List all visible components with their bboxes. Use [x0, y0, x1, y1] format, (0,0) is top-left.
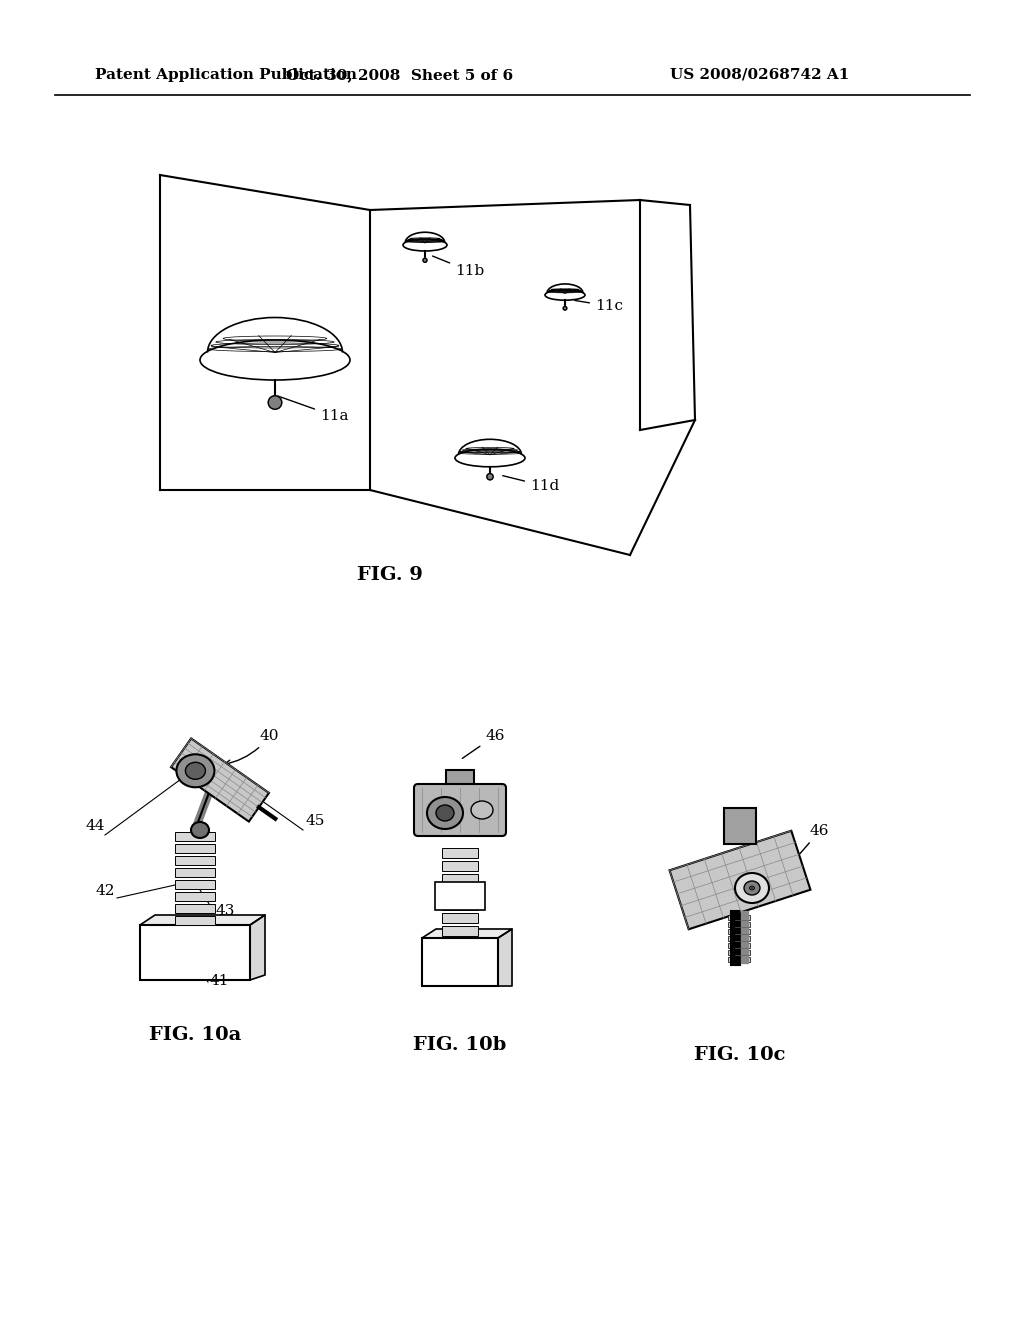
Text: FIG. 9: FIG. 9 [357, 566, 423, 583]
Polygon shape [422, 929, 512, 939]
FancyBboxPatch shape [175, 855, 215, 865]
Ellipse shape [563, 306, 567, 310]
FancyBboxPatch shape [435, 882, 485, 909]
FancyBboxPatch shape [442, 927, 478, 936]
FancyBboxPatch shape [728, 929, 750, 935]
Text: 42: 42 [95, 884, 115, 898]
FancyBboxPatch shape [446, 770, 474, 810]
FancyBboxPatch shape [175, 843, 215, 853]
FancyBboxPatch shape [140, 925, 250, 979]
Polygon shape [140, 915, 265, 925]
Ellipse shape [486, 474, 494, 480]
Ellipse shape [545, 290, 585, 300]
Ellipse shape [200, 341, 350, 380]
FancyBboxPatch shape [175, 892, 215, 902]
FancyBboxPatch shape [414, 784, 506, 836]
Ellipse shape [744, 880, 760, 895]
Text: 11b: 11b [432, 256, 484, 279]
Ellipse shape [176, 754, 214, 787]
Text: 44: 44 [85, 818, 104, 833]
Polygon shape [250, 915, 265, 979]
FancyBboxPatch shape [728, 957, 750, 962]
Text: FIG. 10c: FIG. 10c [694, 1045, 785, 1064]
FancyBboxPatch shape [728, 921, 750, 927]
Ellipse shape [455, 449, 525, 467]
FancyBboxPatch shape [175, 916, 215, 925]
Polygon shape [498, 929, 512, 986]
FancyBboxPatch shape [175, 869, 215, 876]
FancyBboxPatch shape [442, 874, 478, 884]
FancyBboxPatch shape [175, 880, 215, 888]
FancyBboxPatch shape [728, 942, 750, 948]
Text: Patent Application Publication: Patent Application Publication [95, 69, 357, 82]
Text: 46: 46 [462, 729, 505, 759]
Ellipse shape [471, 801, 493, 818]
FancyBboxPatch shape [442, 861, 478, 871]
FancyBboxPatch shape [175, 904, 215, 913]
Polygon shape [670, 830, 810, 929]
Text: 40: 40 [224, 729, 280, 766]
Ellipse shape [403, 239, 447, 251]
Text: 11d: 11d [503, 475, 559, 492]
Ellipse shape [423, 259, 427, 263]
Ellipse shape [185, 762, 206, 779]
Ellipse shape [436, 805, 454, 821]
Text: 46: 46 [792, 824, 829, 863]
FancyBboxPatch shape [728, 915, 750, 920]
Ellipse shape [268, 396, 282, 409]
FancyBboxPatch shape [422, 939, 498, 986]
Text: 11c: 11c [574, 300, 623, 313]
FancyBboxPatch shape [442, 900, 478, 909]
Ellipse shape [191, 822, 209, 838]
Text: US 2008/0268742 A1: US 2008/0268742 A1 [671, 69, 850, 82]
Text: FIG. 10b: FIG. 10b [414, 1036, 507, 1053]
FancyBboxPatch shape [442, 913, 478, 923]
Text: Oct. 30, 2008  Sheet 5 of 6: Oct. 30, 2008 Sheet 5 of 6 [287, 69, 514, 82]
FancyBboxPatch shape [728, 936, 750, 941]
FancyBboxPatch shape [728, 950, 750, 954]
Ellipse shape [735, 873, 769, 903]
Text: 41: 41 [210, 974, 229, 987]
Polygon shape [171, 738, 269, 821]
Text: 45: 45 [305, 814, 325, 828]
Text: 11a: 11a [278, 396, 348, 422]
FancyBboxPatch shape [724, 808, 756, 843]
FancyBboxPatch shape [175, 832, 215, 841]
Text: 43: 43 [215, 904, 234, 917]
Ellipse shape [750, 886, 755, 890]
Text: FIG. 10a: FIG. 10a [148, 1026, 242, 1044]
FancyBboxPatch shape [442, 887, 478, 898]
FancyBboxPatch shape [442, 847, 478, 858]
Ellipse shape [427, 797, 463, 829]
